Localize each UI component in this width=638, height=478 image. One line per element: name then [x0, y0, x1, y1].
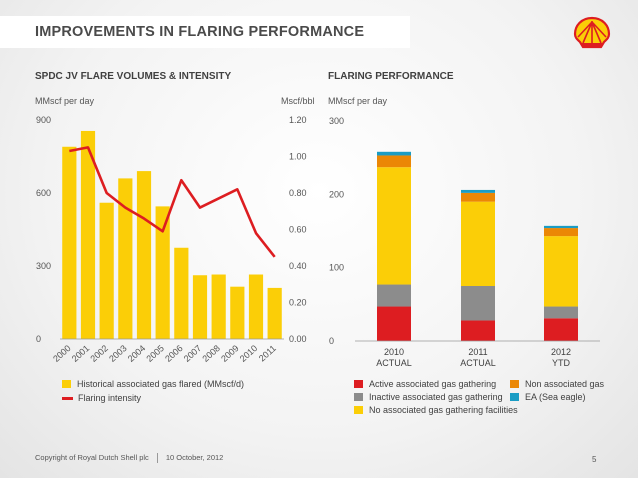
- stack-y-tick-label: 200: [329, 189, 344, 199]
- footer-date: 10 October, 2012: [165, 453, 224, 462]
- stack-x-label-sub: YTD: [552, 358, 571, 368]
- stack-y-tick-label: 300: [329, 116, 344, 126]
- left-y-tick-label: 300: [36, 261, 51, 271]
- stack-segment: [377, 151, 411, 156]
- legend-ea-swatch: [510, 393, 519, 401]
- right-y-tick-label: 0.00: [289, 334, 307, 344]
- left-y-tick-label: 0: [36, 334, 41, 344]
- flare-volume-bar: [174, 247, 189, 339]
- stack-segment: [377, 284, 411, 307]
- right-y-tick-label: 0.80: [289, 188, 307, 198]
- right-y-tick-label: 0.40: [289, 261, 307, 271]
- footer: Copyright of Royal Dutch Shell plc 10 Oct…: [35, 453, 224, 464]
- right-y-tick-label: 0.60: [289, 225, 307, 235]
- stack-segment: [544, 306, 578, 319]
- legend-bars-label: Historical associated gas flared (MMscf/…: [77, 379, 245, 389]
- right-y-tick-label: 0.20: [289, 298, 307, 308]
- flare-volume-bar: [192, 275, 208, 339]
- legend-line-swatch: [62, 396, 73, 400]
- page-number: 5: [592, 455, 597, 464]
- legend-inactive: Inactive associated gas gathering: [354, 392, 503, 402]
- flare-volume-bar: [118, 178, 133, 339]
- right-y-tick-label: 1.00: [289, 152, 307, 162]
- legend-active: Active associated gas gathering: [354, 379, 496, 389]
- stack-segment: [461, 192, 495, 202]
- legend-non-associated-swatch: [510, 380, 519, 388]
- footer-divider: [156, 453, 158, 464]
- legend-inactive-swatch: [354, 393, 363, 401]
- legend-inactive-label: Inactive associated gas gathering: [369, 392, 503, 402]
- stack-segment: [377, 155, 411, 168]
- stack-x-label-year: 2010: [384, 347, 404, 357]
- stack-segment: [544, 318, 578, 341]
- stack-x-label-sub: ACTUAL: [376, 358, 412, 368]
- right-section-title: FLARING PERFORMANCE: [328, 71, 454, 82]
- flare-volume-bar: [248, 274, 264, 339]
- x-tick-label: 2006: [163, 343, 185, 364]
- stack-segment: [461, 286, 495, 321]
- legend-non-associated: Non associated gas: [510, 379, 604, 389]
- stack-segment: [544, 228, 578, 237]
- x-tick-label: 2002: [88, 343, 110, 364]
- flare-volume-bar: [62, 146, 77, 339]
- left-y-tick-label: 600: [36, 188, 51, 198]
- stack-segment: [544, 236, 578, 307]
- x-tick-label: 2009: [219, 343, 241, 364]
- right-y-tick-label: 1.20: [289, 115, 307, 125]
- x-tick-label: 2011: [257, 343, 278, 363]
- flare-volume-bar: [267, 287, 282, 339]
- left-section-title: SPDC JV FLARE VOLUMES & INTENSITY: [35, 71, 232, 82]
- legend-active-label: Active associated gas gathering: [369, 379, 497, 389]
- legend-active-swatch: [354, 380, 363, 388]
- left-axis-unit: MMscf per day: [35, 96, 95, 106]
- flare-volume-bar: [99, 202, 114, 339]
- x-tick-label: 2000: [51, 343, 73, 364]
- legend-none: No associated gas gathering facilities: [354, 405, 518, 415]
- flare-volume-bar: [155, 206, 170, 339]
- flare-volume-bar: [211, 274, 226, 339]
- stack-segment: [544, 225, 578, 229]
- right-chart-unit: MMscf per day: [328, 96, 388, 106]
- footer-copyright: Copyright of Royal Dutch Shell plc: [35, 453, 149, 462]
- stack-segment: [461, 189, 495, 193]
- flaring-intensity-line: [69, 146, 276, 258]
- stack-y-tick-label: 100: [329, 263, 344, 273]
- x-tick-label: 2005: [144, 343, 166, 364]
- flare-volume-bar: [136, 171, 152, 339]
- legend-bars-swatch: [62, 380, 71, 388]
- legend-non-associated-label: Non associated gas: [525, 379, 605, 389]
- stack-segment: [461, 201, 495, 286]
- legend-line: Flaring intensity: [62, 393, 141, 403]
- legend-ea: EA (Sea eagle): [510, 392, 586, 402]
- stack-x-label-year: 2011: [468, 347, 487, 357]
- left-y-tick-label: 900: [36, 115, 51, 125]
- legend-line-label: Flaring intensity: [78, 393, 142, 403]
- x-tick-label: 2007: [182, 343, 204, 364]
- legend-bars: Historical associated gas flared (MMscf/…: [62, 379, 244, 389]
- shell-pecten-icon: [573, 16, 611, 49]
- legend-ea-label: EA (Sea eagle): [525, 392, 586, 402]
- stack-x-label-sub: ACTUAL: [460, 358, 496, 368]
- x-tick-label: 2001: [70, 343, 92, 364]
- flare-volume-bar: [230, 286, 245, 339]
- stack-segment: [377, 306, 411, 341]
- right-axis-unit: Mscf/bbl: [281, 96, 315, 106]
- flare-volume-bar: [80, 130, 96, 339]
- title-bar: [0, 16, 410, 48]
- legend-none-label: No associated gas gathering facilities: [369, 405, 518, 415]
- legend-none-swatch: [354, 406, 363, 414]
- stack-y-tick-label: 0: [329, 336, 334, 346]
- x-tick-label: 2003: [107, 343, 129, 364]
- stack-segment: [377, 167, 411, 285]
- stack-segment: [461, 320, 495, 341]
- stack-x-label-year: 2012: [551, 347, 571, 357]
- x-tick-label: 2004: [126, 343, 148, 364]
- x-tick-label: 2008: [200, 343, 222, 364]
- slide-title: IMPROVEMENTS IN FLARING PERFORMANCE: [35, 24, 365, 40]
- x-tick-label: 2010: [238, 343, 260, 364]
